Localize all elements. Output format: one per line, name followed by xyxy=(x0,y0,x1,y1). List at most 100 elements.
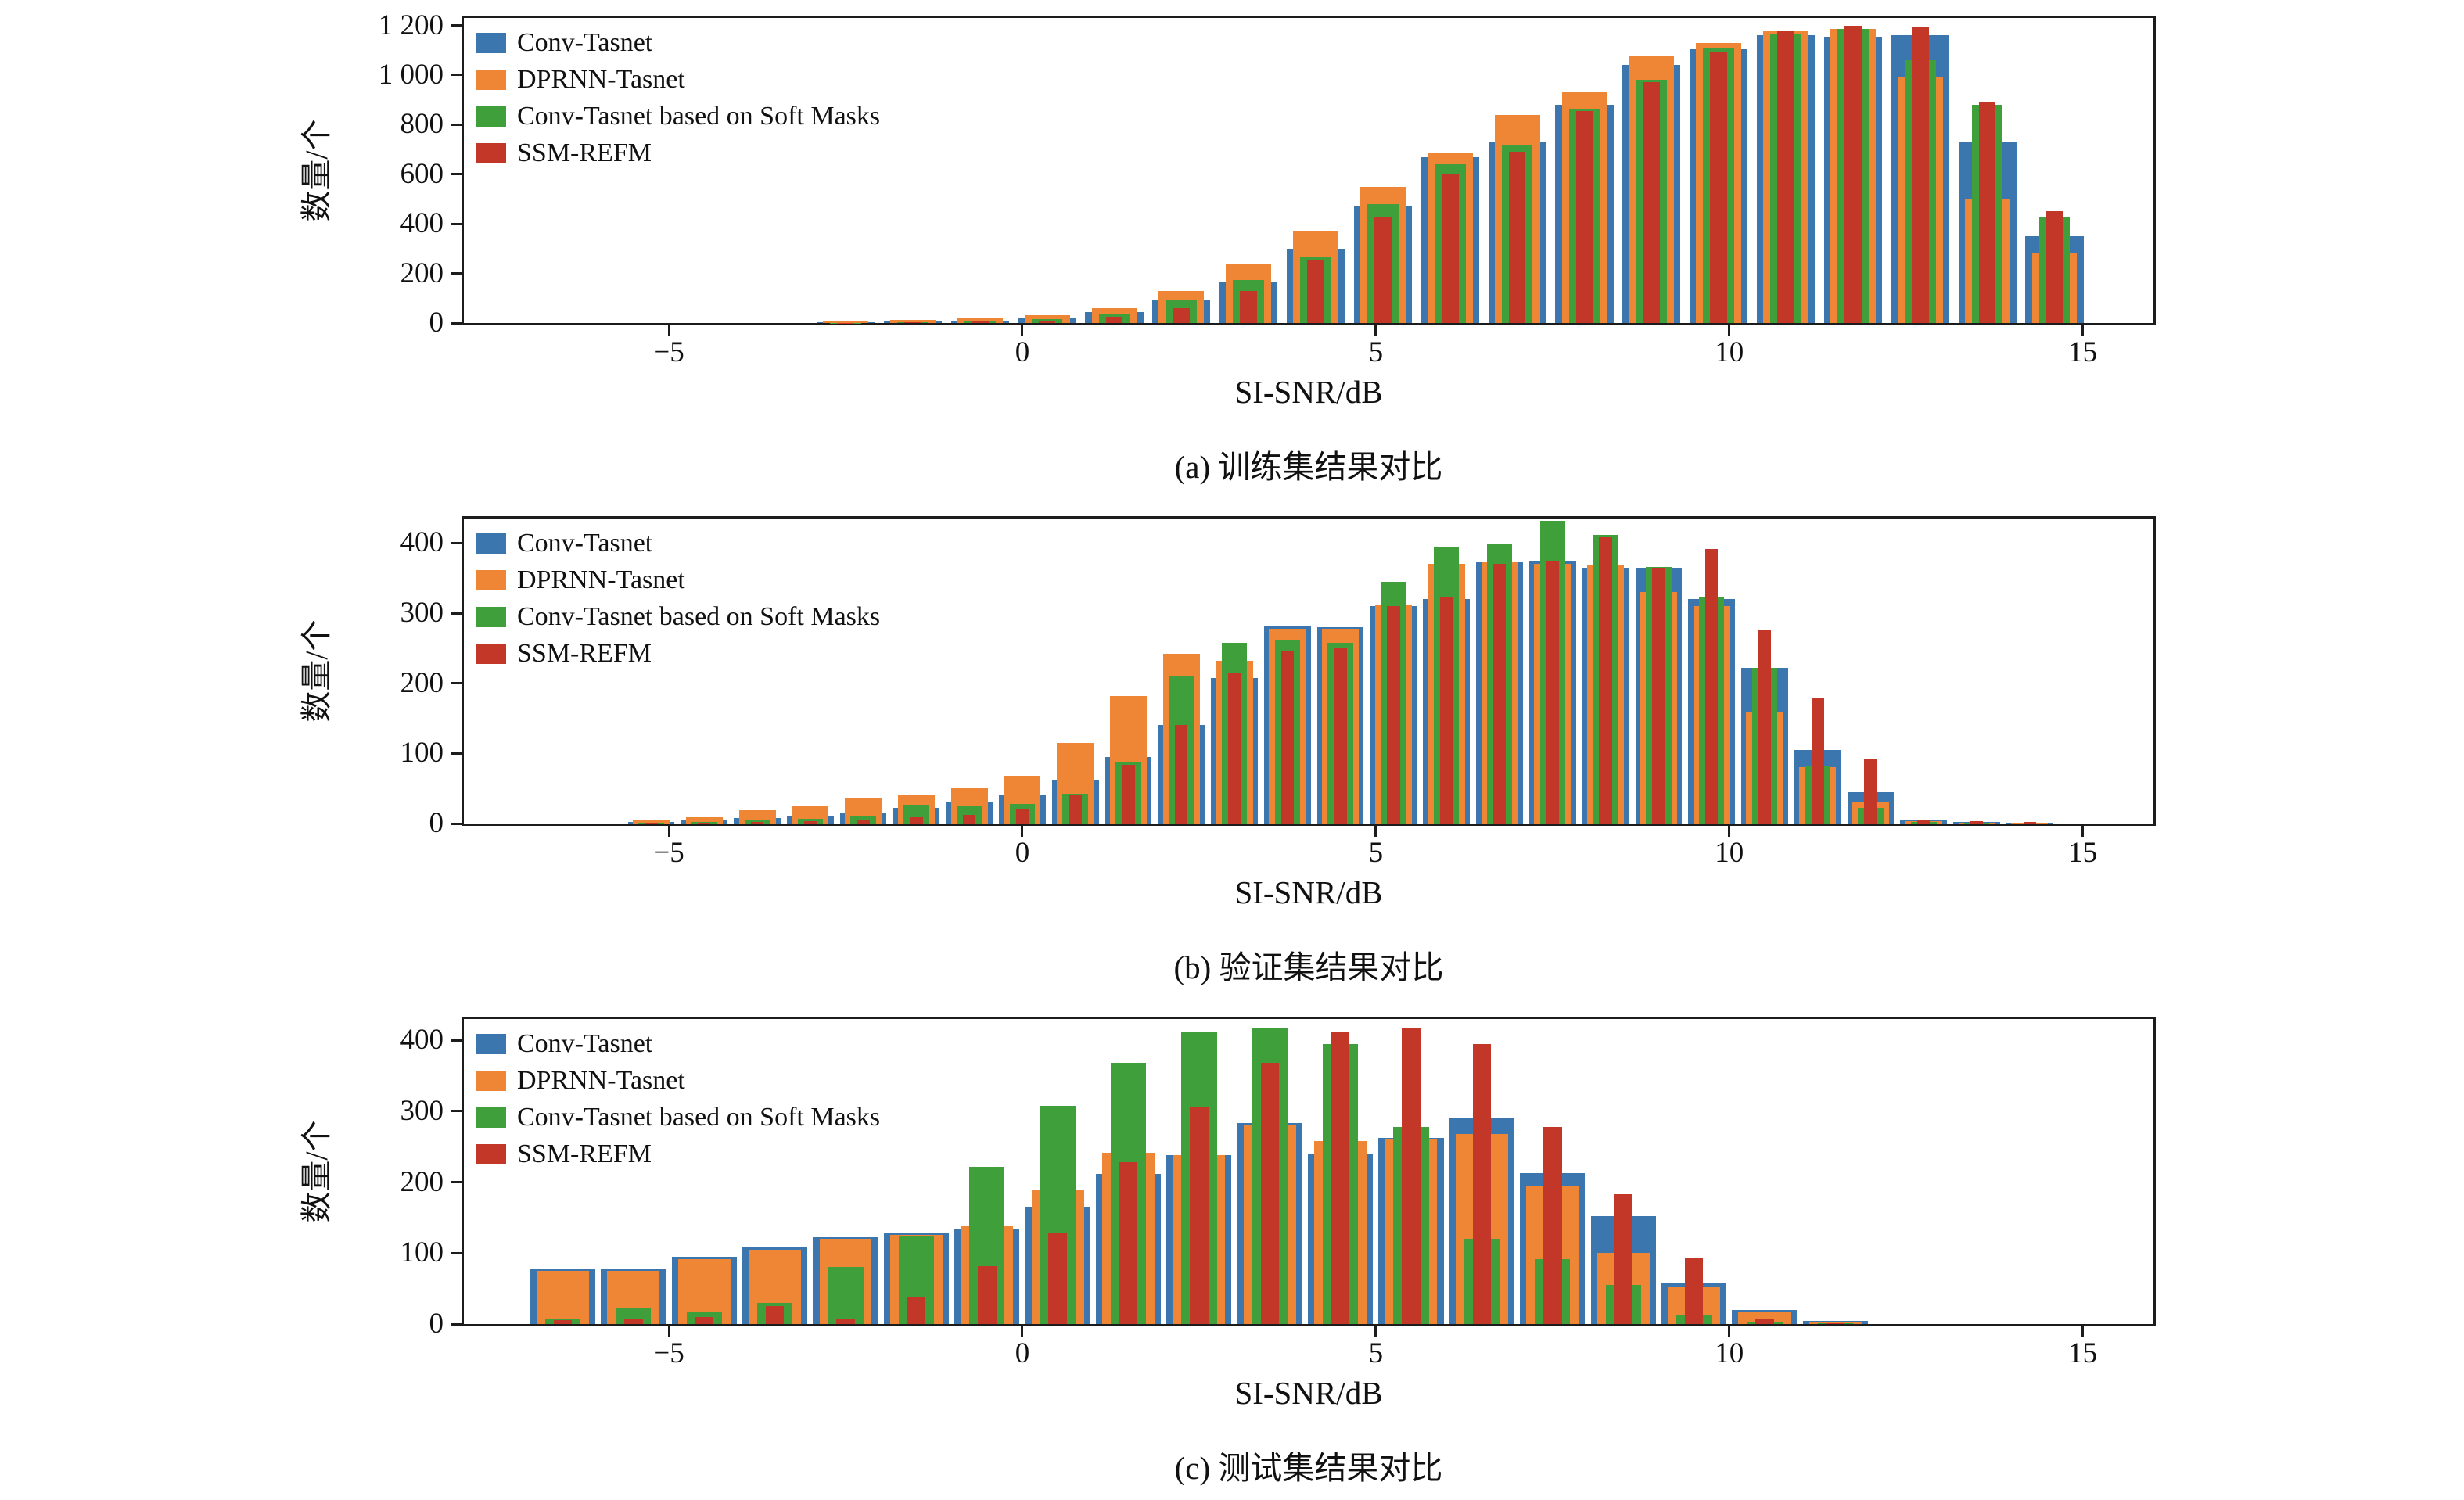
x-tick-mark xyxy=(667,826,670,837)
y-tick-mark xyxy=(451,541,462,544)
x-tick-label: 0 xyxy=(1015,837,1030,869)
bar-dprnn-tasnet xyxy=(823,321,868,323)
bar-ssm-refm xyxy=(1710,51,1728,323)
y-tick-label: 1 200 xyxy=(378,9,444,41)
bar-ssm-refm xyxy=(1543,1126,1562,1324)
bar-ssm-refm xyxy=(1777,30,1794,323)
x-tick-mark xyxy=(2081,1326,2085,1337)
bar-ssm-refm xyxy=(1917,820,1931,824)
bar-conv-tasnet-based-on-soft-masks xyxy=(744,820,770,824)
bar-ssm-refm xyxy=(2046,211,2064,323)
bar-ssm-refm xyxy=(695,1316,714,1324)
y-tick-mark xyxy=(451,222,462,225)
chart-b-plot-area: Conv-Tasnet DPRNN-Tasnet Conv-Tasnet based… xyxy=(299,516,2156,985)
bar-ssm-refm xyxy=(553,1320,573,1324)
y-tick-label: 200 xyxy=(400,1165,444,1198)
bar-ssm-refm xyxy=(1755,1318,1774,1324)
legend-entry: Conv-Tasnet xyxy=(476,1025,880,1062)
legend-entry: SSM-REFM xyxy=(476,135,880,171)
bar-ssm-refm xyxy=(1331,1032,1350,1324)
bar-ssm-refm xyxy=(1440,597,1453,824)
bar-ssm-refm xyxy=(1599,537,1612,824)
bar-ssm-refm xyxy=(1826,1323,1845,1324)
legend-swatch-icon xyxy=(476,1033,506,1054)
chart-a-caption: (a) 训练集结果对比 xyxy=(1174,449,1443,485)
x-tick-label: −5 xyxy=(653,837,684,869)
legend-swatch-icon xyxy=(476,142,506,163)
bar-ssm-refm xyxy=(910,816,923,824)
bar-ssm-refm xyxy=(698,823,711,824)
legend-label: Conv-Tasnet xyxy=(517,28,653,57)
bar-conv-tasnet-based-on-soft-masks xyxy=(897,321,928,323)
bar-ssm-refm xyxy=(836,1318,855,1324)
chart-b-x-axis-label: SI-SNR/dB xyxy=(1234,874,1383,910)
bar-ssm-refm xyxy=(1911,27,1929,323)
x-tick-label: 10 xyxy=(1715,837,1744,869)
y-tick-label: 200 xyxy=(400,257,444,289)
bar-ssm-refm xyxy=(1280,651,1295,824)
y-tick-mark xyxy=(451,272,462,275)
x-tick-mark xyxy=(1374,325,1377,336)
legend-entry: DPRNN-Tasnet xyxy=(476,1062,880,1099)
bar-dprnn-tasnet xyxy=(1024,314,1070,323)
y-tick-label: 200 xyxy=(400,666,444,699)
x-tick-label: 0 xyxy=(1015,336,1030,368)
bar-ssm-refm xyxy=(1122,764,1135,824)
legend-swatch-icon xyxy=(476,69,506,90)
y-tick-label: 0 xyxy=(429,1308,444,1340)
x-tick-label: −5 xyxy=(653,336,684,368)
legend-label: Conv-Tasnet xyxy=(517,1029,653,1058)
x-tick-label: 10 xyxy=(1715,336,1744,368)
y-tick-label: 100 xyxy=(400,737,444,770)
x-tick-mark xyxy=(1728,826,1731,837)
legend-entry: SSM-REFM xyxy=(476,1136,880,1172)
legend-entry: Conv-Tasnet xyxy=(476,24,880,61)
y-tick-label: 100 xyxy=(400,1236,444,1269)
chart-b-legend: Conv-Tasnet DPRNN-Tasnet Conv-Tasnet based… xyxy=(476,525,880,672)
x-tick-label: 15 xyxy=(2068,1337,2098,1369)
legend-label: DPRNN-Tasnet xyxy=(517,65,685,94)
x-tick-label: 10 xyxy=(1715,1337,1744,1369)
bar-ssm-refm xyxy=(1387,606,1400,824)
x-tick-label: 5 xyxy=(1368,1337,1384,1369)
y-tick-mark xyxy=(451,1039,462,1042)
bar-ssm-refm xyxy=(1758,630,1772,824)
chart-c-plot-area: Conv-Tasnet DPRNN-Tasnet Conv-Tasnet based… xyxy=(299,1017,2156,1486)
y-tick-mark xyxy=(451,1322,462,1326)
bar-ssm-refm xyxy=(1048,1233,1067,1324)
x-tick-mark xyxy=(1021,1326,1024,1337)
bar-conv-tasnet-based-on-soft-masks xyxy=(797,818,824,824)
bar-ssm-refm xyxy=(1614,1194,1632,1324)
y-tick-mark xyxy=(451,612,462,615)
bar-dprnn-tasnet xyxy=(957,318,1003,323)
bar-ssm-refm xyxy=(2023,822,2036,824)
bar-ssm-refm xyxy=(1844,25,1862,323)
x-tick-label: −5 xyxy=(653,1337,684,1369)
bar-ssm-refm xyxy=(1472,1043,1492,1324)
bar-ssm-refm xyxy=(1190,1107,1209,1324)
x-tick-mark xyxy=(2081,826,2085,837)
bar-ssm-refm xyxy=(1492,564,1507,824)
y-tick-label: 400 xyxy=(400,1024,444,1057)
chart-a-legend: Conv-Tasnet DPRNN-Tasnet Conv-Tasnet based… xyxy=(476,24,880,171)
legend-swatch-icon xyxy=(476,32,506,53)
y-tick-label: 600 xyxy=(400,157,444,190)
legend-label: Conv-Tasnet xyxy=(517,529,653,558)
bar-ssm-refm xyxy=(1643,82,1661,323)
y-tick-mark xyxy=(451,123,462,126)
bar-ssm-refm xyxy=(1334,648,1347,824)
legend-entry: DPRNN-Tasnet xyxy=(476,61,880,98)
bar-ssm-refm xyxy=(1684,1258,1704,1324)
legend-swatch-icon xyxy=(476,569,506,590)
bar-ssm-refm xyxy=(1105,317,1123,323)
bar-dprnn-tasnet xyxy=(537,1270,589,1324)
bar-ssm-refm xyxy=(1811,697,1824,824)
x-tick-mark xyxy=(2081,325,2085,336)
y-tick-mark xyxy=(451,822,462,825)
legend-entry: SSM-REFM xyxy=(476,635,880,672)
bar-ssm-refm xyxy=(904,322,921,323)
legend-label: Conv-Tasnet based on Soft Masks xyxy=(517,102,881,131)
y-tick-label: 0 xyxy=(429,307,444,339)
bar-ssm-refm xyxy=(1546,560,1559,824)
